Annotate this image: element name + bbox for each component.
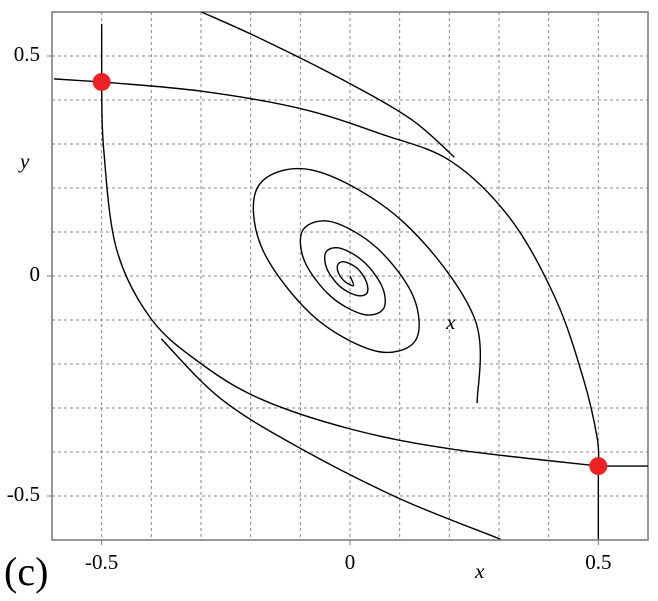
trajectory [160,338,501,540]
annotation: x [445,310,456,334]
trajectory [101,81,600,467]
y-tick-label: -0.5 [7,482,40,506]
y-tick-label: 0 [30,262,41,286]
x-tick-label: -0.5 [85,550,118,574]
y-axis-label: y [18,149,30,173]
trajectory [201,12,455,158]
trajectory [100,81,599,467]
panel-label: (c) [4,549,48,594]
fixed-point [589,457,608,476]
y-tick-label: 0.5 [14,42,40,66]
fixed-point [92,72,111,91]
x-axis-label: x [474,559,485,583]
x-tick-label: 0.5 [585,550,611,574]
trajectory [252,167,482,404]
x-tick-label: 0 [345,550,356,574]
